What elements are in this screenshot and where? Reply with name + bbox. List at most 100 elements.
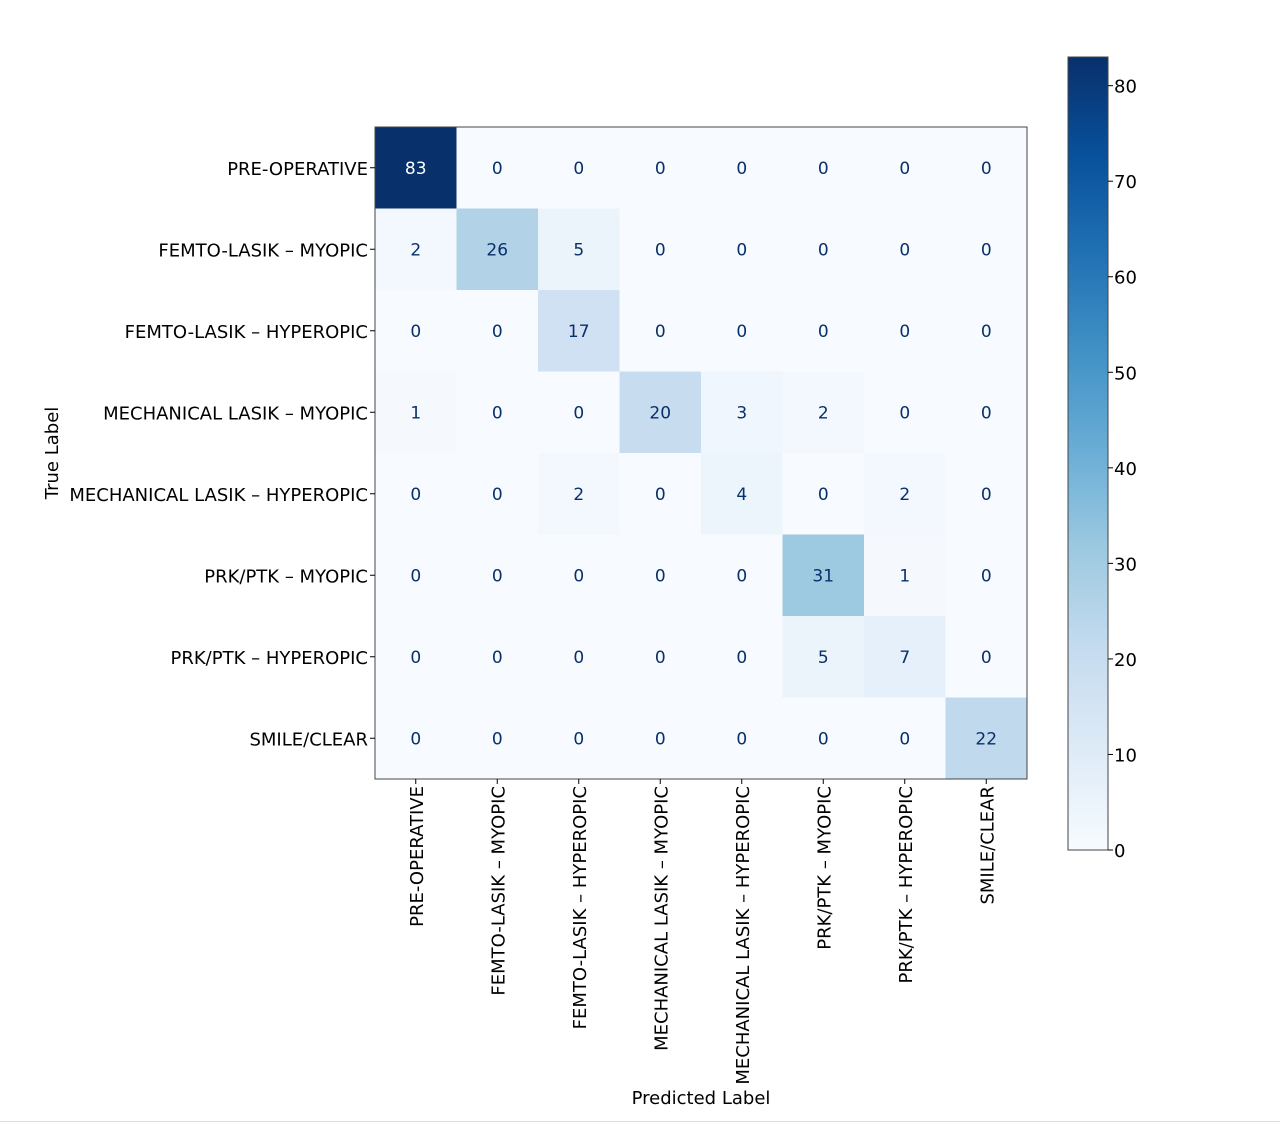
cell-value: 5 [818,648,829,668]
x-tick-label: MECHANICAL LASIK – MYOPIC [651,786,672,1051]
cell-value: 0 [818,240,829,260]
x-tick-label: FEMTO-LASIK – MYOPIC [488,786,509,996]
heatmap-cell [701,453,783,535]
heatmap-cell [864,127,946,209]
heatmap-cell [864,534,946,617]
heatmap-cell [619,453,702,535]
x-tick-label: SMILE/CLEAR [977,786,998,905]
heatmap-cell [538,616,620,698]
cell-value: 0 [492,403,503,423]
heatmap-cell [456,127,539,209]
cell-value: 2 [410,240,421,260]
cell-value: 0 [573,648,584,668]
cell-value: 0 [492,322,503,342]
cell-value: 0 [655,729,666,749]
heatmap-cell [864,616,946,698]
heatmap-cell [701,127,783,209]
heatmap-cell [864,290,946,372]
heatmap-cell [782,290,865,372]
heatmap-cell [456,290,539,372]
y-tick-label: MECHANICAL LASIK – HYPEROPIC [69,485,368,506]
heatmap-cell [619,371,702,454]
heatmap-cell [375,616,457,698]
cell-value: 0 [899,322,910,342]
cell-value: 1 [899,566,910,586]
cell-value: 0 [981,240,992,260]
colorbar-tick-label: 10 [1114,745,1137,766]
colorbar-tick-label: 30 [1114,554,1137,575]
x-tick-label: PRK/PTK – MYOPIC [814,786,835,950]
cell-value: 0 [655,566,666,586]
heatmap-cell [701,534,783,617]
y-tick-label: MECHANICAL LASIK – MYOPIC [103,403,368,424]
cell-value: 0 [573,403,584,423]
cell-value: 5 [573,240,584,260]
cell-value: 0 [410,566,421,586]
heatmap-cell [619,208,702,291]
cell-value: 0 [573,566,584,586]
heatmap-cell [619,697,702,780]
cell-value: 2 [573,485,584,505]
heatmap-cell [782,208,865,291]
colorbar-tick-label: 20 [1114,650,1137,671]
cell-value: 0 [655,322,666,342]
cell-value: 0 [899,403,910,423]
cell-value: 0 [981,485,992,505]
cell-value: 0 [899,729,910,749]
heatmap-cell [456,371,539,454]
cell-value: 0 [981,648,992,668]
cell-value: 0 [736,566,747,586]
cell-value: 26 [486,240,508,260]
x-axis-label: Predicted Label [632,1088,771,1109]
colorbar-tick-label: 0 [1114,841,1125,862]
cell-value: 0 [655,648,666,668]
heatmap-cell [619,616,702,698]
y-tick-label: PRK/PTK – MYOPIC [204,566,368,587]
cell-value: 22 [975,729,997,749]
plot-frame [374,126,1028,780]
colorbar-tick-label: 40 [1114,459,1137,480]
heatmap-cell [782,697,865,780]
heatmap-cell [375,290,457,372]
y-tick-label: PRK/PTK – HYPEROPIC [171,648,369,669]
heatmap-cell [782,534,865,617]
x-tick-label: PRE-OPERATIVE [407,786,428,927]
cell-value: 0 [736,729,747,749]
cell-value-labels: 83 0 0 0 0 0 0 02 26 5 0 0 0 0 00 0 17 0 0 0 0 01 0 0 20 3 2 0 00 0 2 0… [405,159,997,750]
heatmap-cell [619,290,702,372]
cell-value: 3 [736,403,747,423]
heatmap-cell [701,616,783,698]
cell-value: 0 [655,485,666,505]
x-tick-labels: PRE-OPERATIVE FEMTO-LASIK – MYOPIC FEMTO-L… [407,779,998,1085]
heatmap-cell [782,371,865,454]
colorbar-tick-label: 80 [1114,77,1137,98]
cell-value: 0 [492,729,503,749]
heatmap-cell [701,697,783,780]
cell-value: 0 [818,729,829,749]
heatmap-cell [456,534,539,617]
cell-value: 0 [492,648,503,668]
cell-value: 0 [410,485,421,505]
heatmap-cell [538,208,620,291]
heatmap-cell [538,697,620,780]
heatmap-cell [456,697,539,780]
heatmap-cell [538,127,620,209]
cell-value: 0 [981,566,992,586]
x-tick-label: PRK/PTK – HYPEROPIC [896,786,917,984]
cell-value: 20 [649,403,671,423]
bottom-divider [0,1121,1280,1122]
cell-value: 0 [736,159,747,179]
cell-value: 0 [410,322,421,342]
y-tick-label: FEMTO-LASIK – MYOPIC [158,240,368,261]
cell-value: 0 [736,648,747,668]
cell-value: 7 [899,648,910,668]
heatmap-cell [945,453,1028,535]
colorbar-tick-label: 60 [1114,268,1137,289]
cell-value: 0 [736,240,747,260]
cell-value: 0 [736,322,747,342]
cell-value: 4 [736,485,747,505]
cell-value: 0 [410,729,421,749]
cell-value: 31 [812,566,834,586]
x-tick-label: FEMTO-LASIK – HYPEROPIC [570,786,591,1029]
